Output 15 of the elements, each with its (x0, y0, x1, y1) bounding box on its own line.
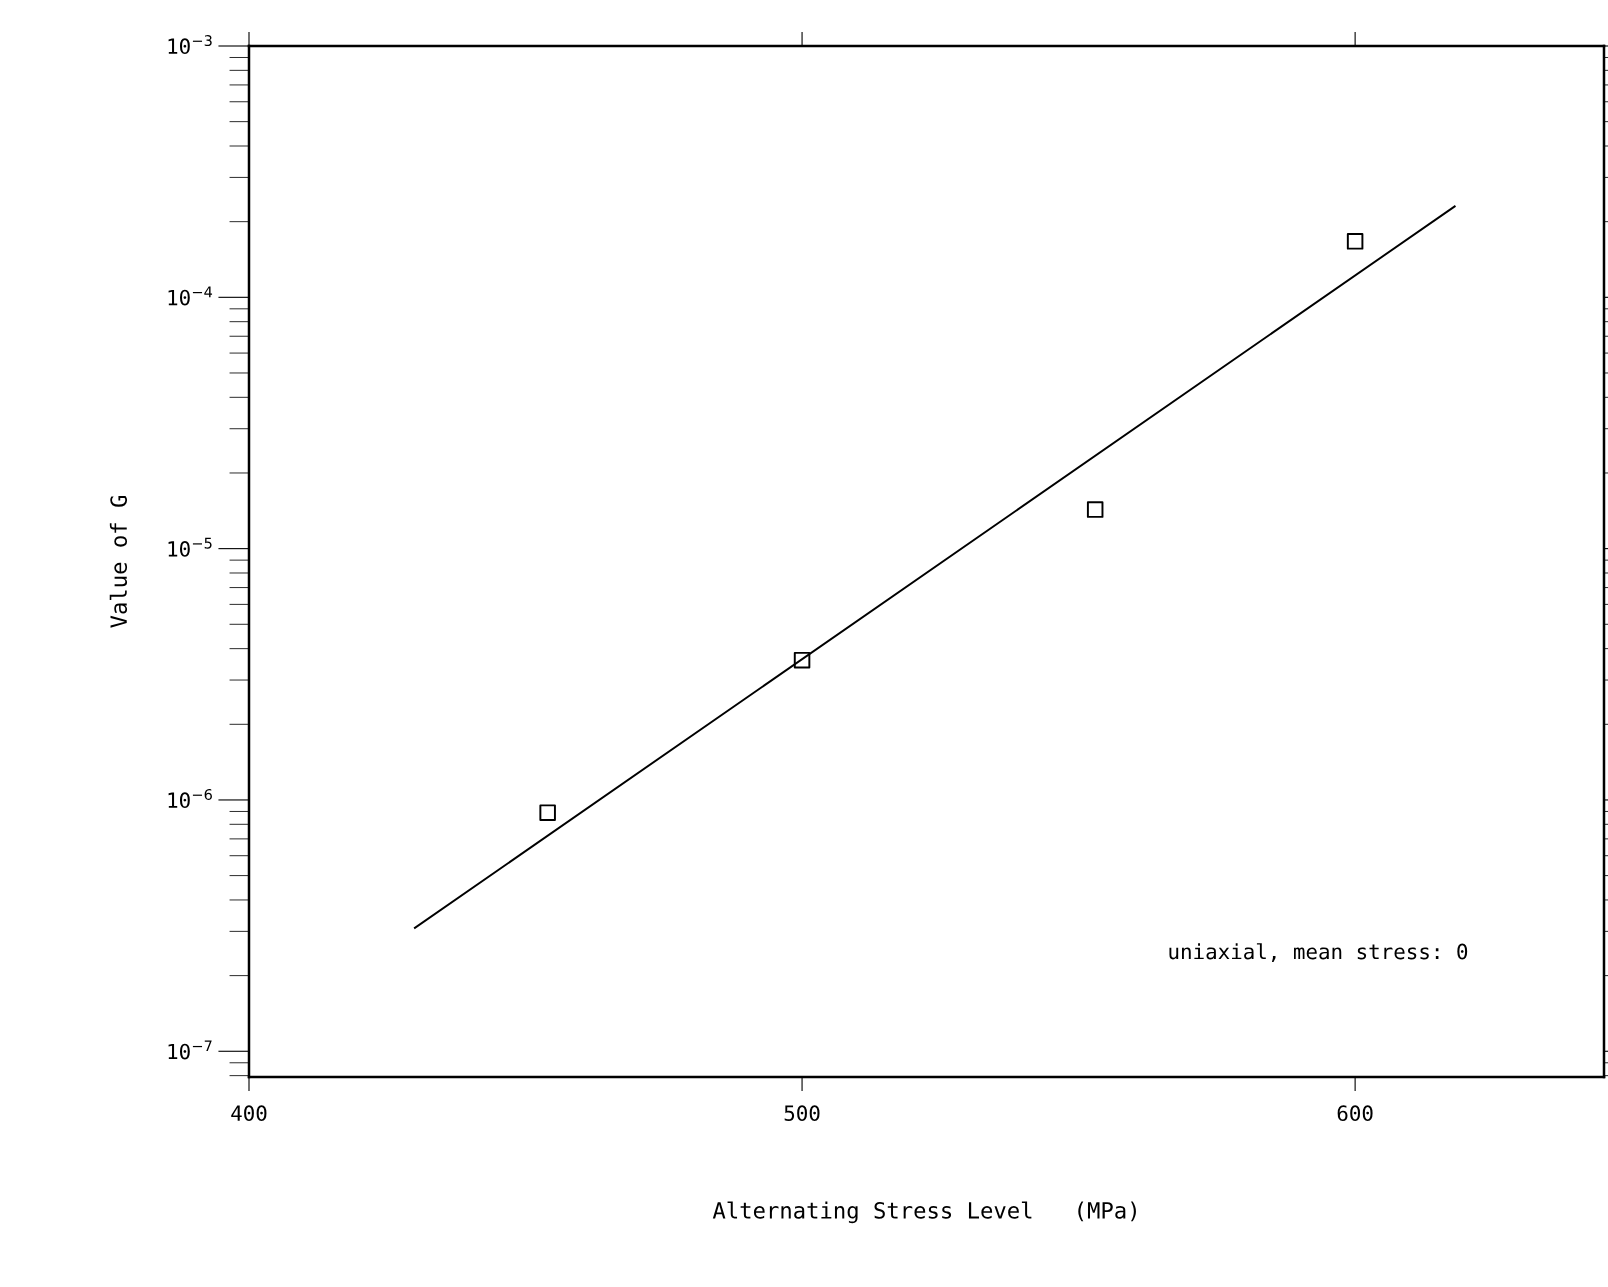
point (793, 651, 811, 669)
point (1086, 501, 1104, 518)
y-tick-label: 10$^{−6}$ (168, 788, 212, 809)
point (1346, 233, 1364, 250)
x-tick-label: 600 (1337, 1105, 1373, 1122)
point (539, 804, 556, 821)
annotation: uniaxial, mean stress: 0 (1169, 943, 1468, 962)
x-tick-label: 400 (231, 1105, 267, 1122)
y-tick-label: 10$^{−3}$ (168, 35, 212, 55)
y-tick-label: 10$^{−7}$ (168, 1040, 212, 1060)
x-tick-label: 500 (784, 1105, 820, 1122)
y-tick-label: 10$^{−4}$ (168, 286, 213, 306)
x-axis-title: Alternating Stress Level (MPa) (712, 1201, 1136, 1224)
y-axis-title: Value of G (109, 496, 128, 628)
y-tick-label: 10$^{−5}$ (168, 537, 212, 557)
